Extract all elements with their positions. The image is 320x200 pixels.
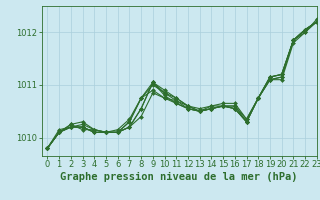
X-axis label: Graphe pression niveau de la mer (hPa): Graphe pression niveau de la mer (hPa) xyxy=(60,172,298,182)
